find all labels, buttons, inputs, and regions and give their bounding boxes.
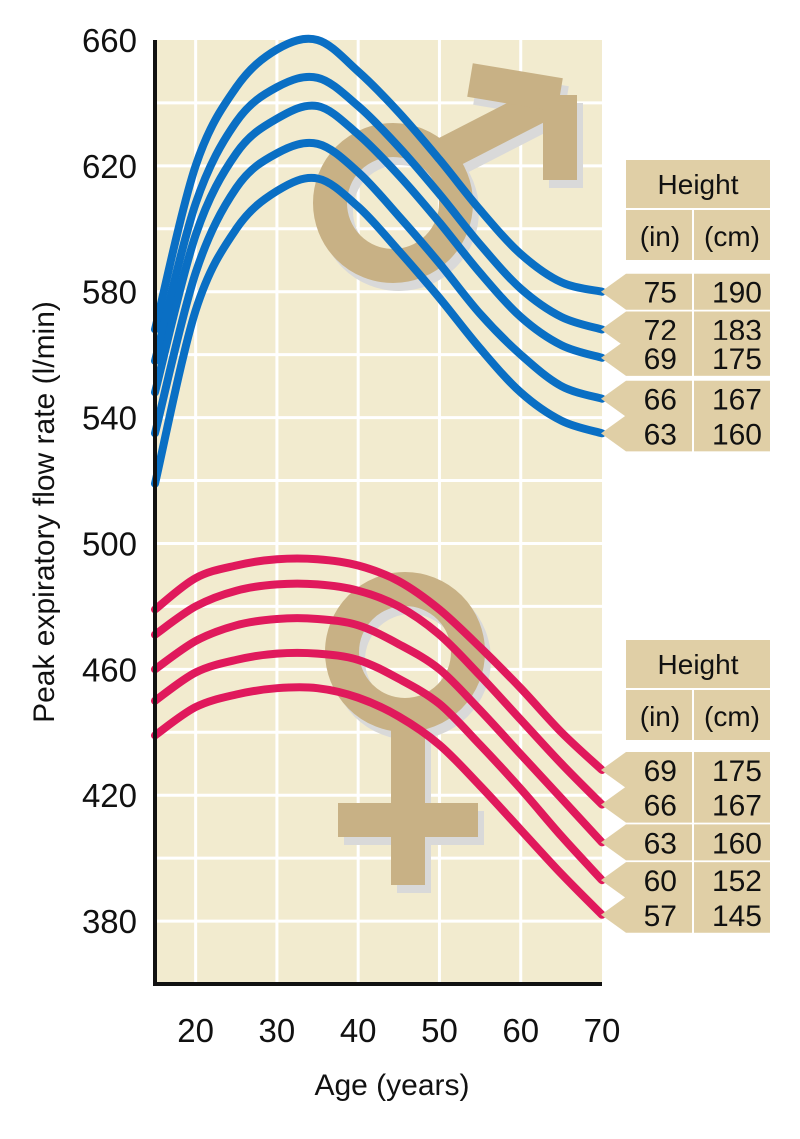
women-table-header-cell [626, 640, 770, 688]
women-row-cm: 160 [712, 827, 762, 860]
women-row-pointer [601, 896, 692, 933]
women-row-cm: 145 [712, 900, 762, 933]
men-row-pointer [601, 339, 692, 376]
men-table-header: Height [658, 169, 739, 200]
women-col-in-cell [626, 690, 692, 740]
men-row-pointer [601, 273, 692, 310]
axes [153, 40, 602, 986]
women-row-in: 63 [644, 827, 677, 860]
men-col-cm-label: (cm) [704, 221, 760, 252]
men-row-in: 66 [644, 384, 677, 417]
women-row-cm: 152 [712, 865, 762, 898]
women-col-in-label: (in) [640, 701, 680, 732]
women-row-cm-cell [694, 752, 770, 789]
y-tick-label: 380 [82, 903, 137, 940]
men-row-cm-cell [694, 380, 770, 417]
women-row-cm: 167 [712, 790, 762, 823]
men-row-cm: 167 [712, 384, 762, 417]
men-table-header-cell [626, 160, 770, 208]
women-row-pointer [601, 824, 692, 861]
men-col-in-cell [626, 210, 692, 260]
women-table-header: Height [658, 649, 739, 680]
men-series [151, 34, 606, 488]
women-series [151, 554, 606, 919]
women-row-pointer [601, 752, 692, 789]
x-axis-label: Age (years) [314, 1069, 469, 1102]
men-row-in: 69 [644, 343, 677, 376]
women-line-57in [151, 683, 606, 919]
men-line-75in [151, 34, 606, 334]
women-row-cm-cell [694, 896, 770, 933]
women-row-cm: 175 [712, 755, 762, 788]
women-row-pointer [601, 786, 692, 823]
men-row-pointer [601, 415, 692, 452]
women-row-cm-cell [694, 862, 770, 899]
men-row-cm-cell [694, 273, 770, 310]
women-row-in: 69 [644, 755, 677, 788]
men-row-pointer [601, 380, 692, 417]
women-row-in: 66 [644, 790, 677, 823]
x-tick-label: 60 [502, 1012, 539, 1049]
x-tick-label: 20 [177, 1012, 214, 1049]
x-tick-label: 30 [259, 1012, 296, 1049]
y-tick-label: 500 [82, 525, 137, 562]
men-col-in-label: (in) [640, 221, 680, 252]
y-tick-labels: 380 420 460 500 540 580 620 660 [82, 22, 137, 940]
women-row-pointer [601, 862, 692, 899]
men-line-69in [151, 101, 606, 397]
men-line-72in [151, 72, 606, 365]
y-axis-label: Peak expiratory flow rate (l/min) [28, 301, 61, 723]
y-tick-label: 460 [82, 651, 137, 688]
women-col-cm-label: (cm) [704, 701, 760, 732]
women-line-60in [151, 648, 606, 885]
x-tick-label: 40 [340, 1012, 377, 1049]
men-row-in: 75 [644, 277, 677, 310]
women-row-in: 57 [644, 900, 677, 933]
men-row-pointer [601, 311, 692, 348]
y-tick-label: 540 [82, 400, 137, 437]
men-col-cm-cell [694, 210, 770, 260]
women-line-69in [151, 554, 606, 774]
women-height-table: Height (in) (cm) 69 175 66 167 63 160 60 152 57 145 [601, 640, 770, 933]
women-row-in: 60 [644, 865, 677, 898]
women-row-cm-cell [694, 786, 770, 823]
x-tick-labels: 20 30 40 50 60 70 [177, 1012, 620, 1049]
y-tick-label: 580 [82, 274, 137, 311]
men-row-cm-cell [694, 339, 770, 376]
y-tick-label: 620 [82, 148, 137, 185]
men-row-cm: 160 [712, 418, 762, 451]
men-row-in: 63 [644, 418, 677, 451]
women-col-cm-cell [694, 690, 770, 740]
y-tick-label: 660 [82, 22, 137, 59]
men-row-cm: 190 [712, 277, 762, 310]
x-tick-label: 70 [584, 1012, 621, 1049]
women-line-63in [151, 614, 606, 847]
y-tick-label: 420 [82, 777, 137, 814]
men-line-66in [151, 138, 606, 438]
men-line-63in [151, 173, 606, 488]
men-row-cm: 175 [712, 343, 762, 376]
women-line-66in [151, 579, 606, 809]
x-tick-label: 50 [421, 1012, 458, 1049]
men-row-cm-cell [694, 415, 770, 452]
women-row-cm-cell [694, 824, 770, 861]
